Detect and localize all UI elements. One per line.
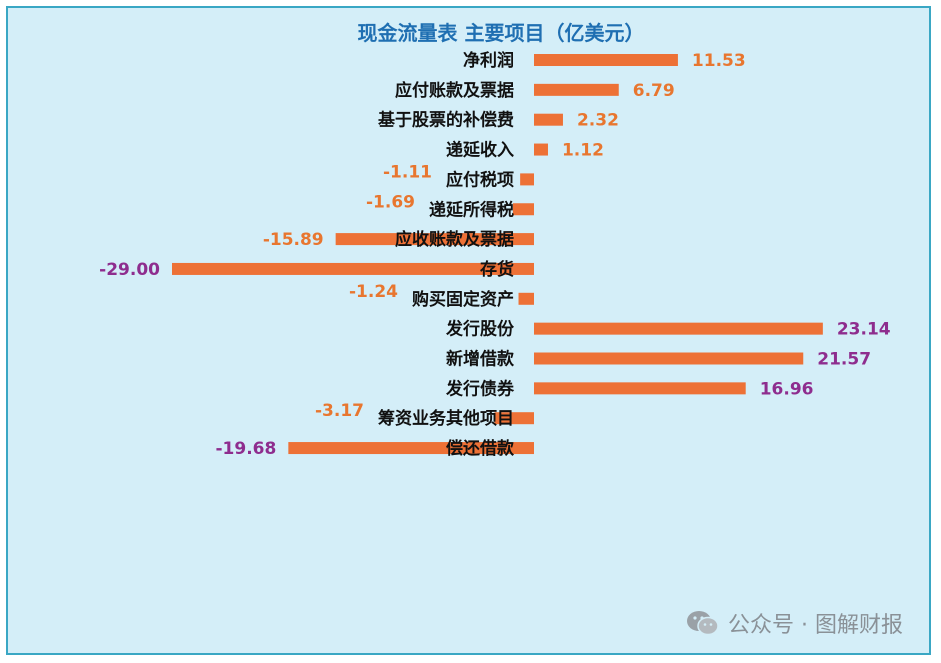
value-labels: 11.53 6.79 2.32 1.12 -1.11 -1.69 -15.89 -29.00 -… <box>99 51 891 459</box>
value-label: -1.69 <box>366 192 415 212</box>
category-label: 递延所得税 <box>429 199 514 220</box>
category-label: 净利润 <box>463 50 514 71</box>
bar <box>494 412 534 425</box>
bar <box>534 83 619 96</box>
bar <box>534 352 804 365</box>
category-label: 存货 <box>480 259 514 280</box>
category-labels: 净利润应付账款及票据基于股票的补偿费递延收入应付税项递延所得税应收账款及票据存货… <box>377 50 515 459</box>
value-label: 16.96 <box>760 379 814 399</box>
value-label: 1.12 <box>562 141 604 161</box>
category-label: 筹资业务其他项目 <box>378 408 514 429</box>
category-label: 发行债券 <box>445 378 515 399</box>
chart-title: 现金流量表 主要项目（亿美元） <box>358 21 645 45</box>
bar-chart: 现金流量表 主要项目（亿美元） 净利润应付账款及票据基于股票的补偿费递延收入应付… <box>99 21 891 459</box>
bar <box>335 233 534 246</box>
value-label: -1.11 <box>383 162 432 182</box>
value-label: 21.57 <box>817 350 871 370</box>
category-label: 应付账款及票据 <box>395 80 514 101</box>
bar <box>288 442 534 455</box>
category-label: 基于股票的补偿费 <box>377 110 514 131</box>
category-label: 应收账款及票据 <box>395 229 514 250</box>
category-label: 应付税项 <box>446 169 514 190</box>
chart-frame: 现金流量表 主要项目（亿美元） 净利润应付账款及票据基于股票的补偿费递延收入应付… <box>6 6 931 655</box>
value-label: -1.24 <box>349 282 398 302</box>
bar <box>534 382 746 395</box>
value-label: 6.79 <box>633 81 675 101</box>
wechat-icon <box>687 611 719 636</box>
bars-group <box>172 54 823 455</box>
watermark: 公众号 · 图解财报 <box>686 607 903 639</box>
category-label: 偿还借款 <box>446 438 515 459</box>
bar <box>534 143 548 156</box>
value-label: 2.32 <box>577 111 619 131</box>
value-label: -15.89 <box>263 230 324 250</box>
value-label: 11.53 <box>692 51 746 71</box>
bar <box>172 262 534 275</box>
watermark-text: 公众号 · 图解财报 <box>728 613 903 638</box>
bar <box>512 203 534 216</box>
category-label: 购买固定资产 <box>412 289 514 310</box>
bar <box>534 113 563 126</box>
bar <box>534 322 823 335</box>
bar <box>520 173 534 186</box>
bar <box>518 292 534 305</box>
value-label: 23.14 <box>837 320 891 340</box>
bar <box>534 54 678 66</box>
value-label: -29.00 <box>99 260 160 280</box>
category-label: 发行股份 <box>445 319 515 340</box>
category-label: 新增借款 <box>446 349 515 370</box>
value-label: -3.17 <box>315 401 364 421</box>
category-label: 递延收入 <box>446 140 514 161</box>
value-label: -19.68 <box>216 439 277 459</box>
